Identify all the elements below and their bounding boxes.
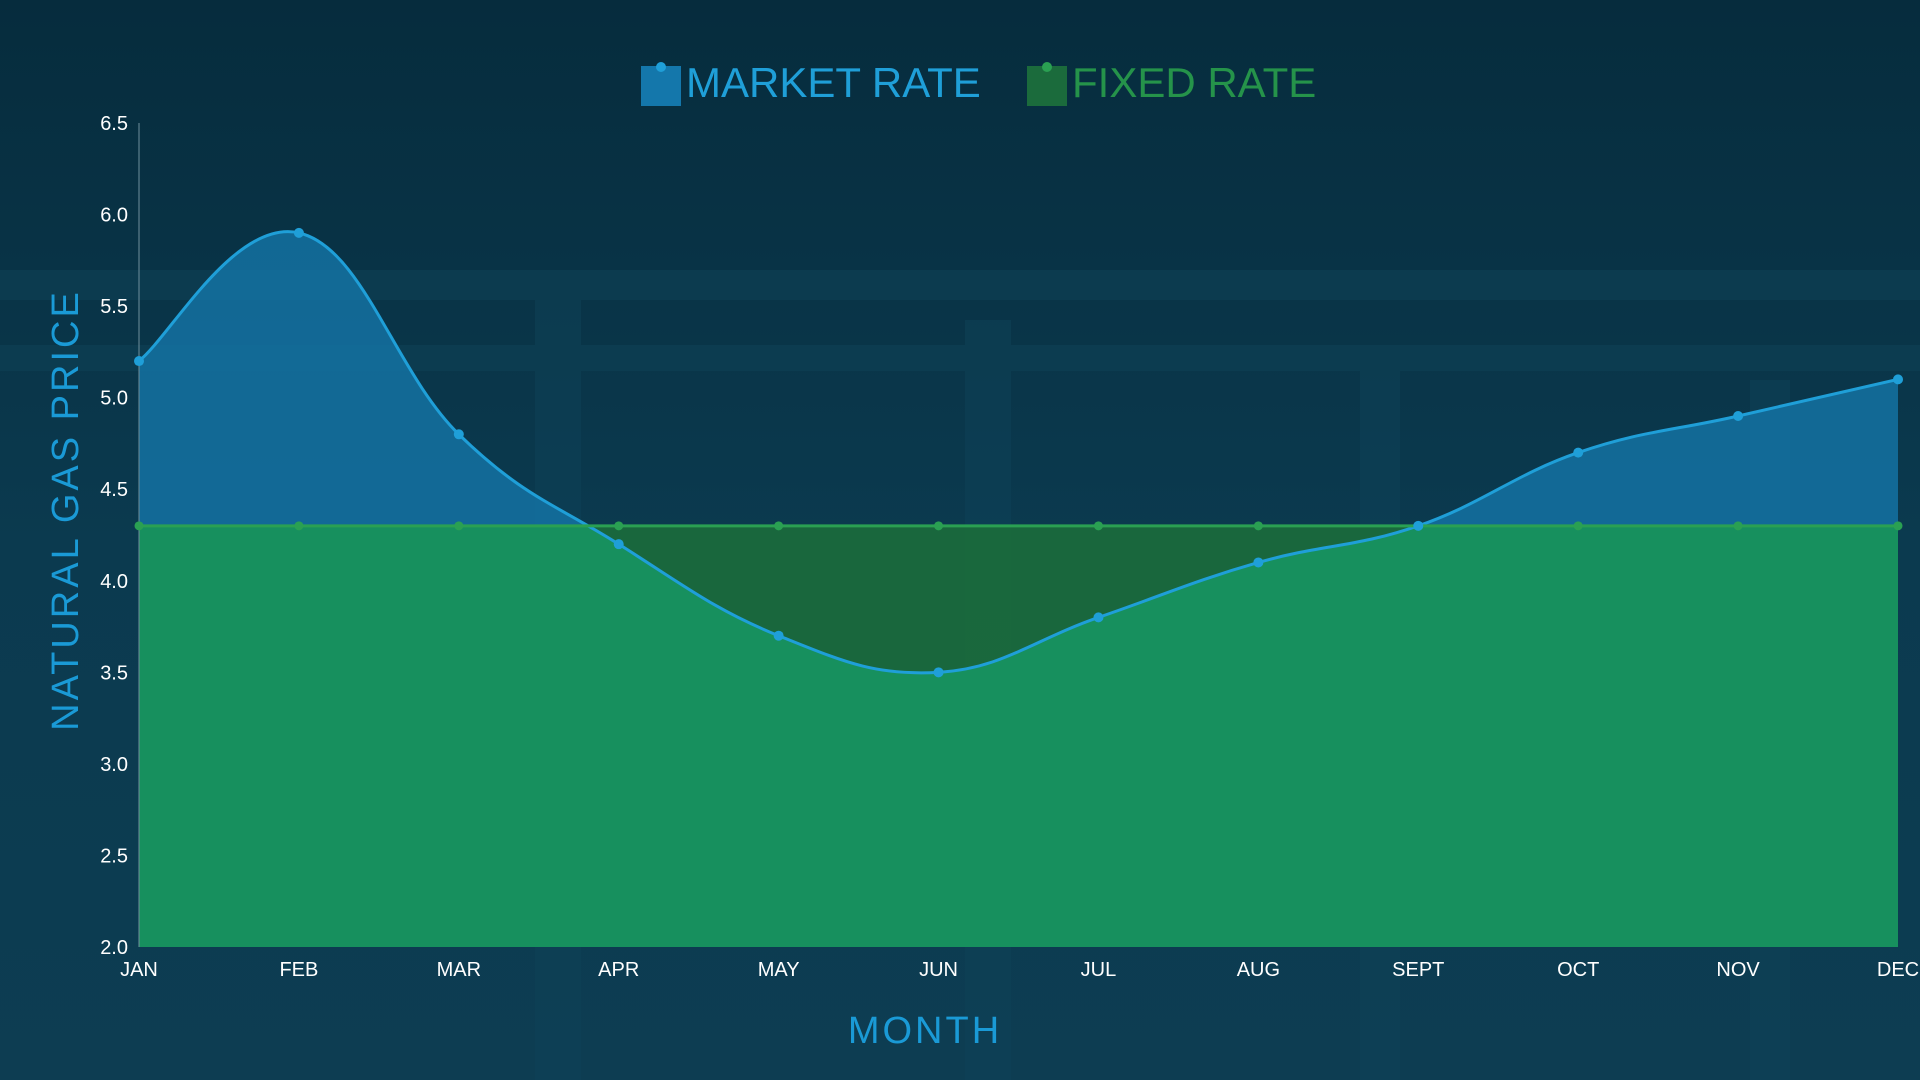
market-rate-point-jun — [933, 667, 944, 678]
x-tick-label: APR — [598, 959, 639, 981]
market-rate-points — [134, 227, 1903, 678]
x-tick-label: SEPT — [1392, 959, 1444, 981]
x-tick-label: JUN — [919, 959, 958, 981]
market-rate-point-jan — [134, 356, 144, 367]
x-tick-label: FEB — [279, 959, 318, 981]
x-tick-label: MAY — [758, 959, 800, 981]
fixed-rate-point-apr — [614, 521, 624, 531]
fixed-rate-point-may — [774, 521, 784, 531]
fixed-rate-point-nov — [1733, 521, 1743, 531]
market-rate-point-feb — [293, 227, 304, 238]
legend-marker-fixed-rate — [1042, 62, 1052, 72]
market-rate-overlap-area — [139, 525, 1898, 947]
market-rate-point-apr — [613, 539, 624, 550]
x-tick-label: NOV — [1716, 959, 1760, 981]
market-rate-point-aug — [1253, 557, 1264, 568]
x-tick-label: OCT — [1557, 959, 1599, 981]
y-tick-label: 3.0 — [100, 754, 128, 776]
y-tick-label: 4.0 — [100, 571, 128, 593]
market-rate-point-sept — [1413, 520, 1424, 531]
x-tick-label: JAN — [120, 959, 158, 981]
fixed-rate-point-aug — [1253, 521, 1263, 531]
y-tick-label: 6.5 — [100, 113, 128, 135]
legend-label-fixed-rate: FIXED RATE — [1072, 59, 1316, 106]
y-tick-label: 2.0 — [100, 937, 128, 959]
fixed-rate-point-mar — [454, 521, 464, 531]
legend-label-market-rate: MARKET RATE — [686, 59, 981, 106]
x-tick-label: MAR — [437, 959, 481, 981]
x-tick-label: AUG — [1237, 959, 1280, 981]
market-rate-point-mar — [453, 429, 464, 440]
legend-swatch-market-rate — [641, 66, 681, 106]
legend-marker-market-rate — [656, 62, 666, 72]
fixed-rate-point-jun — [934, 521, 944, 531]
fixed-rate-point-jul — [1093, 521, 1103, 531]
market-rate-point-oct — [1573, 447, 1584, 458]
x-axis-ticks: JAN FEB MAR APR MAY JUN JUL AUG SEPT OCT NOV DEC — [120, 959, 1919, 981]
x-tick-label: DEC — [1877, 959, 1919, 981]
y-tick-label: 6.0 — [100, 205, 128, 227]
legend-swatch-fixed-rate — [1027, 66, 1067, 106]
y-axis-title: NATURAL GAS PRICE — [45, 289, 87, 731]
y-tick-label: 4.5 — [100, 479, 128, 501]
fixed-rate-point-feb — [294, 521, 304, 531]
x-tick-label: JUL — [1081, 959, 1117, 981]
x-axis-title: MONTH — [848, 1010, 1002, 1052]
y-tick-label: 5.0 — [100, 388, 128, 410]
market-rate-point-may — [773, 630, 784, 641]
fixed-rate-point-dec — [1893, 521, 1903, 531]
y-axis-ticks: 2.0 2.5 3.0 3.5 4.0 4.5 5.0 5.5 6.0 6.5 — [100, 113, 128, 959]
market-rate-point-jul — [1093, 612, 1104, 623]
fixed-rate-point-oct — [1573, 521, 1583, 531]
y-tick-label: 5.5 — [100, 296, 128, 318]
market-rate-point-dec — [1893, 374, 1903, 385]
y-tick-label: 2.5 — [100, 845, 128, 867]
fixed-rate-point-jan — [134, 521, 144, 531]
chart-legend: MARKET RATE FIXED RATE — [641, 59, 1316, 106]
y-tick-label: 3.5 — [100, 662, 128, 684]
market-rate-point-nov — [1733, 410, 1744, 421]
